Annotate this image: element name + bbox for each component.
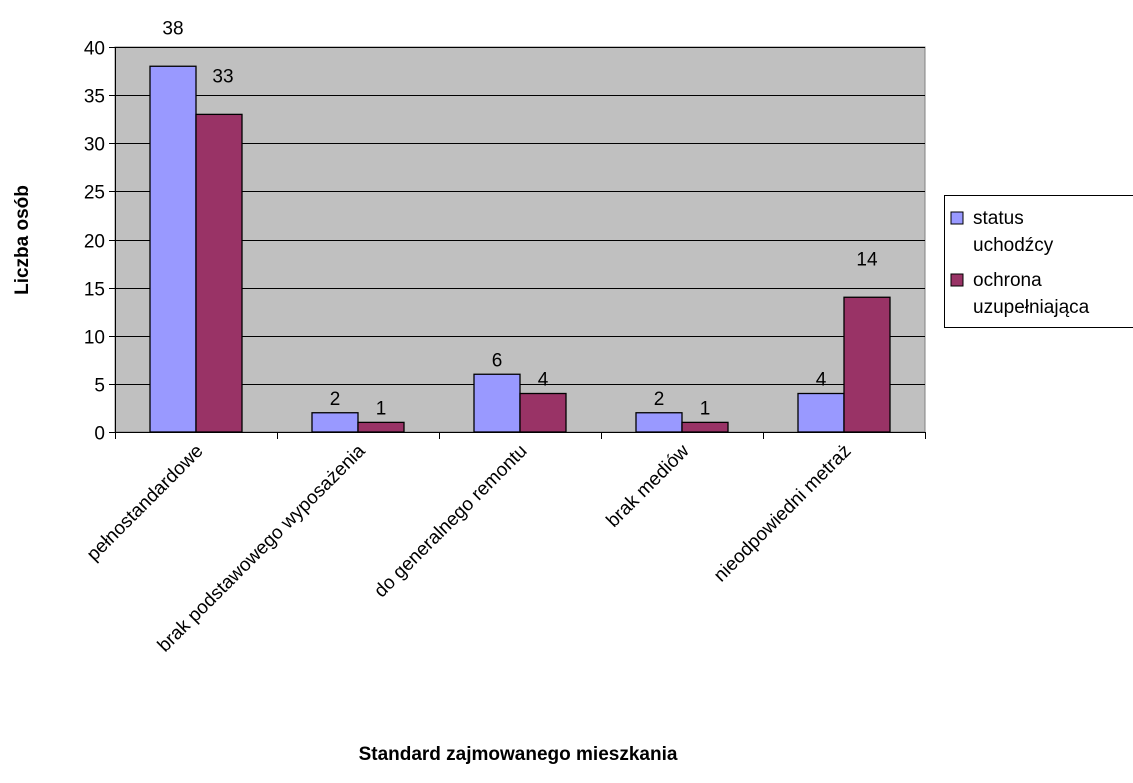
y-tick-label: 5	[94, 376, 105, 397]
data-label: 38	[162, 18, 183, 39]
bar	[150, 66, 196, 432]
y-tick-label: 20	[84, 232, 105, 253]
legend-label: status	[973, 208, 1024, 229]
x-tick-label: pełnostandardowe	[83, 441, 208, 566]
bar	[358, 422, 404, 432]
bar	[312, 413, 358, 432]
y-tick-label: 0	[94, 424, 105, 445]
y-tick-label: 40	[84, 39, 105, 60]
bar	[474, 374, 520, 432]
legend-swatch	[951, 212, 963, 224]
x-tick-label: nieodpowiedni metraż	[710, 441, 856, 587]
y-tick-label: 30	[84, 135, 105, 156]
data-label: 14	[856, 249, 878, 270]
data-label: 4	[816, 370, 827, 391]
y-tick-label: 25	[84, 183, 105, 204]
x-axis-title: Standard zajmowanego mieszkania	[359, 744, 678, 765]
legend-label: ochrona	[973, 270, 1042, 291]
y-axis-title: Liczba osób	[12, 185, 33, 295]
x-tick-label: do generalnego remontu	[370, 441, 531, 602]
y-tick-label: 15	[84, 280, 105, 301]
x-tick-label: brak mediów	[603, 440, 694, 531]
data-label: 33	[212, 66, 233, 87]
data-label: 1	[700, 398, 711, 419]
bar	[196, 114, 242, 432]
data-label: 4	[538, 370, 549, 391]
y-tick-label: 10	[84, 328, 105, 349]
legend-label: uzupełniająca	[973, 297, 1090, 318]
data-label: 1	[376, 398, 387, 419]
legend: status uchodźcy ochrona uzupełniająca	[945, 196, 1133, 328]
bar	[682, 422, 728, 432]
legend-swatch	[951, 274, 963, 286]
bar	[636, 413, 682, 432]
data-label: 6	[492, 350, 503, 371]
legend-label: uchodźcy	[973, 235, 1054, 256]
data-label: 2	[654, 389, 665, 410]
bar	[520, 394, 566, 433]
bar	[798, 394, 844, 433]
y-tick-label: 35	[84, 87, 105, 108]
bar	[844, 297, 890, 432]
data-label: 2	[330, 389, 341, 410]
